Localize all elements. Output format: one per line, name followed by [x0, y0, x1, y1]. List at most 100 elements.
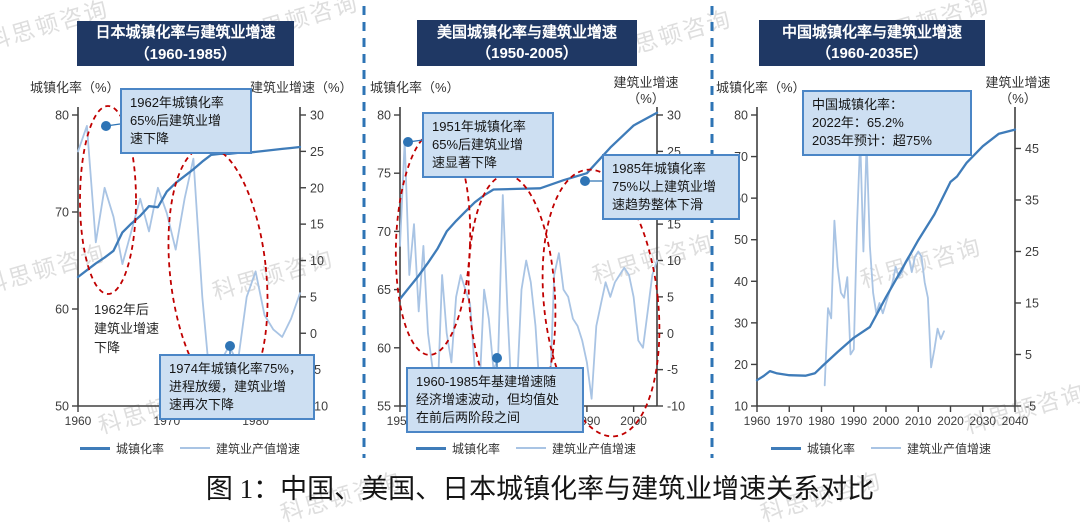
us-marker-dot — [492, 353, 502, 363]
japan-1974-callout: 1974年城镇化率75%， 进程放缓，建筑业增 速再次下降 — [159, 354, 315, 420]
legend-label: 城镇化率 — [115, 441, 164, 456]
us-right-tick-label: 5 — [667, 290, 674, 304]
us-right-axis-label: 建筑业增速（%） — [613, 75, 679, 107]
legend-item-urbanization: 城镇化率 — [79, 440, 164, 457]
china-right-tick-label: 25 — [1025, 245, 1039, 259]
us-left-tick-label: 80 — [377, 109, 391, 123]
callout-line: 速显著下降 — [432, 154, 498, 170]
china-x-tick-label: 2010 — [905, 414, 932, 428]
callout-line: 速下降 — [130, 130, 170, 146]
china-right-tick-label: -5 — [1025, 400, 1036, 414]
legend-item-urbanization: 城镇化率 — [415, 440, 500, 457]
china-left-tick-label: 20 — [734, 358, 748, 372]
china-x-tick-label: 2000 — [873, 414, 900, 428]
us-left-tick-label: 70 — [377, 225, 391, 239]
japan-1962-callout: 1962年城镇化率 65%后建筑业增 速下降 — [120, 88, 252, 154]
construction-line-swatch — [516, 447, 546, 449]
china-left-tick-label: 30 — [734, 316, 748, 330]
japan-right-tick-label: 5 — [310, 290, 317, 304]
china-chart-title-banner: 中国城镇化率与建筑业增速 （1960-2035E） — [759, 20, 985, 66]
construction-line-swatch — [871, 447, 901, 449]
japan-right-axis-label: 建筑业增速（%） — [250, 80, 353, 95]
legend-label: 建筑业产值增速 — [216, 441, 301, 456]
note-line: 下降 — [94, 339, 121, 355]
callout-line: 中国城镇化率： — [812, 97, 904, 112]
japan-chart-title-banner: 日本城镇化率与建筑业增速 （1960-1985） — [77, 21, 294, 66]
us-x-tick-label: 2000 — [620, 414, 647, 428]
construction-line-swatch — [180, 447, 210, 449]
china-right-tick-label: 15 — [1025, 296, 1039, 310]
callout-line: 速再次下降 — [169, 396, 235, 412]
figure-caption: 图 1：中国、美国、日本城镇化率与建筑业增速关系对比 — [205, 474, 875, 504]
japan-right-tick-label: 10 — [310, 254, 324, 268]
china-right-tick-label: 5 — [1025, 348, 1032, 362]
callout-line: 1960-1985年基建增速随 — [416, 374, 557, 389]
japan-highlight-ellipse — [167, 145, 269, 399]
us-chart-subtitle: （1950-2005） — [476, 45, 578, 62]
legend-label: 城镇化率 — [451, 441, 500, 456]
callout-line: 1951年城镇化率 — [432, 119, 526, 134]
china-x-tick-label: 1980 — [808, 414, 835, 428]
us-right-tick-label: -10 — [667, 400, 685, 414]
legend-label: 建筑业产值增速 — [907, 441, 992, 456]
china-chart-subtitle: （1960-2035E） — [816, 45, 928, 62]
legend-label: 建筑业产值增速 — [552, 441, 637, 456]
japan-right-tick-label: 0 — [310, 327, 317, 341]
callout-line: 65%后建筑业增 — [130, 112, 222, 128]
china-left-tick-label: 50 — [734, 233, 748, 247]
us-construction-line — [399, 139, 658, 407]
urbanization-line-swatch — [770, 446, 801, 450]
japan-marker-dot — [101, 121, 111, 131]
callout-line: 速趋势整体下滑 — [612, 196, 704, 212]
japan-right-tick-label: -5 — [310, 363, 321, 377]
callout-line: 进程放缓，建筑业增 — [169, 378, 287, 394]
legend-item-construction: 建筑业产值增速 — [871, 440, 991, 457]
us-chart-title: 美国城镇化率与建筑业增速 — [436, 23, 617, 41]
us-left-tick-label: 65 — [377, 283, 391, 297]
us-right-tick-label: 10 — [667, 254, 681, 268]
china-right-tick-label: 35 — [1025, 193, 1039, 207]
china-urbanization-callout: 中国城镇化率： 2022年：65.2% 2035年预计：超75% — [802, 90, 972, 156]
us-highlight-ellipse — [541, 168, 661, 438]
callout-line: 65%后建筑业增 — [432, 136, 524, 152]
japan-right-tick-label: 20 — [310, 181, 324, 195]
us-1960-1985-callout: 1960-1985年基建增速随 经济增速波动，但均值处 在前后两阶段之间 — [406, 367, 584, 433]
china-x-tick-label: 1960 — [744, 414, 771, 428]
japan-urbanization-line — [76, 145, 302, 279]
us-chart-title-banner: 美国城镇化率与建筑业增速 （1950-2005） — [417, 20, 637, 66]
japan-marker-dot — [225, 341, 235, 351]
japan-right-tick-label: 25 — [310, 145, 324, 159]
callout-line: 2035年预计：超75% — [812, 132, 932, 148]
callout-line: 2022年：65.2% — [812, 114, 904, 130]
japan-chart-title: 日本城镇化率与建筑业增速 — [95, 24, 276, 42]
urbanization-line-swatch — [415, 446, 446, 450]
us-legend: 城镇化率 建筑业产值增速 — [392, 438, 660, 458]
china-x-tick-label: 2030 — [969, 414, 996, 428]
china-left-tick-label: 80 — [734, 109, 748, 123]
urbanization-line-swatch — [79, 446, 110, 450]
china-left-tick-label: 40 — [734, 275, 748, 289]
us-1985-callout: 1985年城镇化率 75%以上建筑业增 速趋势整体下滑 — [602, 154, 740, 220]
us-right-tick-label: 15 — [667, 218, 681, 232]
japan-left-tick-label: 50 — [55, 400, 69, 414]
us-left-tick-label: 75 — [377, 167, 391, 181]
japan-construction-line — [77, 125, 301, 396]
china-legend: 城镇化率 建筑业产值增速 — [745, 438, 1017, 458]
china-x-tick-label: 1970 — [776, 414, 803, 428]
china-x-tick-label: 1990 — [840, 414, 867, 428]
china-chart-title: 中国城镇化率与建筑业增速 — [781, 23, 962, 41]
legend-label: 城镇化率 — [806, 441, 855, 456]
legend-item-construction: 建筑业产值增速 — [180, 440, 300, 457]
us-marker-dot — [403, 137, 413, 147]
china-right-axis-label: 建筑业增速（%） — [985, 75, 1051, 107]
us-marker-dot — [580, 176, 590, 186]
china-x-tick-label: 2040 — [1002, 414, 1029, 428]
note-line: 1962年后 — [94, 302, 149, 317]
us-right-tick-label: -5 — [667, 363, 678, 377]
japan-right-tick-label: 30 — [310, 109, 324, 123]
china-left-tick-label: 10 — [734, 400, 748, 414]
us-left-axis-label: 城镇化率（%） — [370, 80, 460, 95]
japan-right-tick-label: 15 — [310, 218, 324, 232]
